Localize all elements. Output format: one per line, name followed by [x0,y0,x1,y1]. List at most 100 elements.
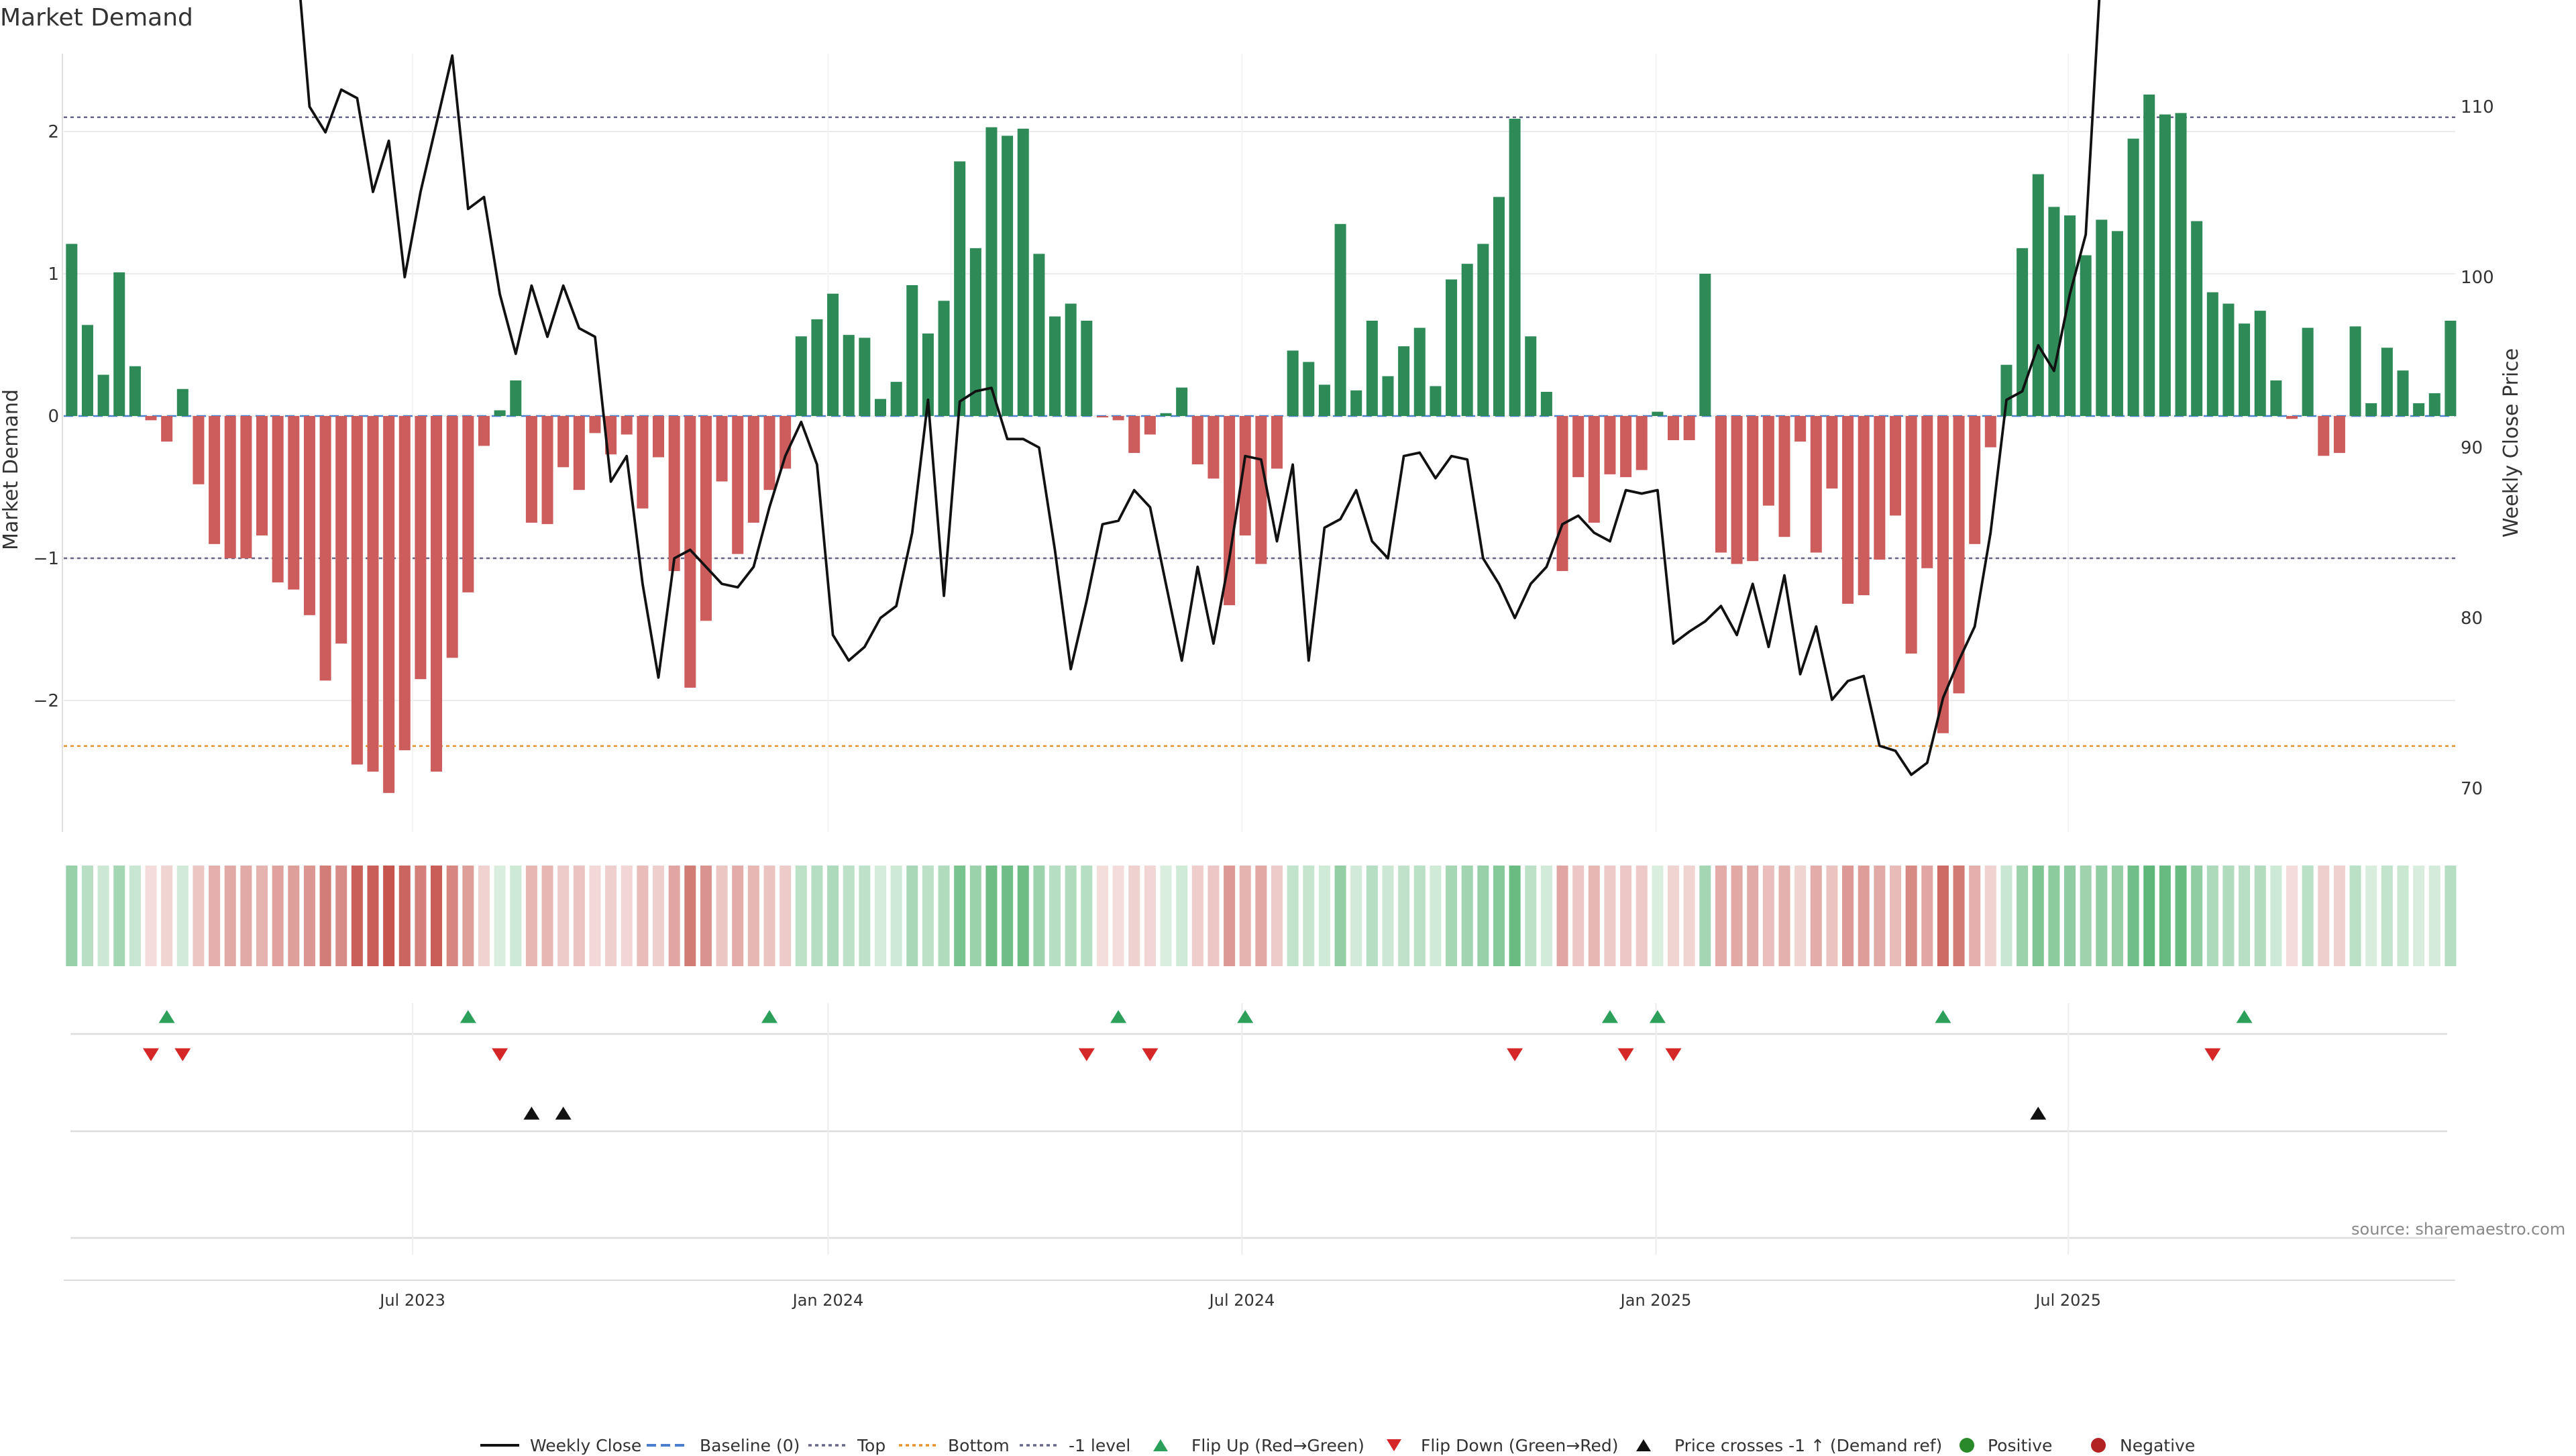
heat-cell [383,866,395,966]
flip-down-marker [492,1048,508,1061]
heat-cell [969,866,981,966]
demand-bar [1334,223,1346,416]
heat-cell [1921,866,1933,966]
heat-cell [1081,866,1093,966]
demand-bar [1635,416,1648,470]
heat-cell [1874,866,1886,966]
demand-bar [2318,416,2330,456]
demand-bar [2032,174,2044,416]
demand-bar [2333,416,2345,454]
heat-cell [2064,866,2076,966]
demand-bar [1953,416,1965,694]
demand-bar [1096,416,1108,418]
legend-circle-icon [1960,1438,1974,1453]
legend-label: Positive [1988,1436,2052,1455]
heat-cell [1731,866,1743,966]
demand-bar [494,410,506,416]
heat-cell [1984,866,1996,966]
demand-bar [1588,416,1600,523]
x-tick-label: Jan 2025 [1619,1291,1692,1310]
heat-cell [1699,866,1711,966]
demand-bar [2191,221,2203,416]
heat-cell [1540,866,1552,966]
demand-bar [589,416,601,433]
heat-cell [224,866,236,966]
demand-bar [446,416,458,658]
heat-cell [2159,866,2171,966]
x-tick-label: Jul 2023 [378,1291,445,1310]
heat-cell [700,866,712,966]
heat-cell [985,866,998,966]
demand-bar [1271,416,1283,469]
demand-bar [1049,316,1061,416]
heat-cell [1303,866,1315,966]
heat-cell [573,866,585,966]
weekly-close-line [299,0,2101,776]
heat-cell [1493,866,1505,966]
source-note: source: sharemaestro.com [2351,1220,2566,1239]
heat-cell [605,866,617,966]
legend-label: Weekly Close [530,1436,641,1455]
demand-bar [684,416,696,688]
heat-cell [780,866,792,966]
demand-bar [81,325,93,416]
demand-bar [1191,416,1203,465]
heat-cell [2318,866,2330,966]
demand-bar [1398,346,1410,416]
heat-cell [176,866,189,966]
heat-cell [1033,866,1045,966]
demand-bar [97,374,109,416]
left-tick-label: −2 [34,691,59,711]
heat-cell [1160,866,1172,966]
demand-bar [2349,326,2361,416]
demand-bar [1366,320,1378,416]
heat-cell [1826,866,1838,966]
flip-down-marker [1665,1048,1682,1061]
legend-triangle-up-icon [1153,1439,1168,1451]
demand-bar [732,416,744,554]
demand-bar [1715,416,1727,553]
flip-up-marker [2236,1010,2253,1023]
demand-bar [1065,303,1077,416]
demand-bar [1699,274,1711,416]
flip-down-marker [1142,1048,1159,1061]
demand-bar [383,416,395,793]
legend-triangle-down-icon [1387,1439,1401,1451]
demand-bar [478,416,490,446]
demand-bar [938,301,950,416]
demand-bar [1255,416,1267,564]
heat-cell [2017,866,2029,966]
heat-cell [66,866,78,966]
heat-cell [2270,866,2282,966]
heat-cell [1635,866,1648,966]
demand-bar [1239,416,1251,536]
demand-bar [240,416,252,558]
flip-up-marker [1649,1010,1666,1023]
demand-bar [573,416,585,490]
demand-bar [1874,416,1886,560]
demand-bar [1017,128,1029,416]
demand-bar [780,416,792,469]
demand-bar [525,416,537,523]
demand-bar [541,416,553,525]
heat-cell [2143,866,2155,966]
demand-bar [1620,416,1632,478]
heat-cell [510,866,522,966]
heat-cell [1747,866,1759,966]
demand-bar [415,416,427,680]
legend-label: Top [857,1436,885,1455]
heat-cell [1509,866,1521,966]
heat-cell [351,866,363,966]
heat-cell [637,866,649,966]
left-tick-label: −1 [34,549,59,569]
demand-bar [2397,370,2409,416]
demand-bar [795,336,807,416]
demand-bar [1382,376,1394,416]
demand-bar [113,272,125,416]
legend-label: Price crosses -1 ↑ (Demand ref) [1674,1436,1942,1455]
heat-cell [621,866,633,966]
heat-cell [2349,866,2361,966]
demand-bar [1525,336,1537,416]
heat-cell [1953,866,1965,966]
